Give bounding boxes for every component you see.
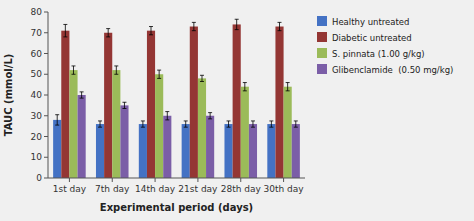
y-axis-label: TAUC (mmol/L) <box>3 54 14 137</box>
x-tick-label: 21st day <box>178 184 218 194</box>
bar <box>53 120 61 178</box>
y-axis <box>48 12 49 178</box>
error-bar <box>157 70 161 78</box>
bar <box>241 87 249 178</box>
legend-label: Diabetic untreated <box>332 33 412 43</box>
error-bar <box>227 121 231 127</box>
bar <box>206 116 214 178</box>
y-tick-label: 10 <box>31 152 43 162</box>
error-bar <box>200 75 204 81</box>
error-bar <box>71 66 75 74</box>
legend-label: Healthy untreated <box>332 17 409 27</box>
y-tick-label: 70 <box>31 28 43 38</box>
y-tick <box>44 136 48 137</box>
error-bar <box>114 66 118 74</box>
y-tick <box>44 157 48 158</box>
bar <box>155 74 163 178</box>
error-bar <box>165 112 169 120</box>
x-tick <box>69 178 70 182</box>
bar <box>147 31 155 178</box>
y-tick-label: 20 <box>31 132 43 142</box>
error-bar <box>269 121 273 127</box>
bar <box>139 124 147 178</box>
y-tick-label: 80 <box>31 7 43 17</box>
bar <box>284 87 292 178</box>
error-bar <box>122 102 126 108</box>
error-bar <box>106 29 110 37</box>
error-bar <box>243 83 247 91</box>
error-bar <box>55 115 59 125</box>
legend-swatch <box>317 64 327 74</box>
error-bar <box>235 19 239 29</box>
x-axis <box>48 178 305 179</box>
y-tick <box>44 74 48 75</box>
y-tick <box>44 95 48 96</box>
error-bar <box>63 24 67 36</box>
y-tick-label: 30 <box>31 111 43 121</box>
x-tick <box>155 178 156 182</box>
error-bar <box>208 113 212 119</box>
bar <box>224 124 232 178</box>
bar <box>112 70 120 178</box>
error-bar <box>294 121 298 127</box>
bar <box>198 78 206 178</box>
legend-label: S. pinnata (1.00 g/kg) <box>332 49 425 59</box>
y-tick-label: 40 <box>31 90 43 100</box>
legend-swatch <box>317 32 327 42</box>
bar <box>163 116 171 178</box>
x-tick <box>197 178 198 182</box>
y-tick-label: 50 <box>31 69 43 79</box>
error-bar <box>278 22 282 30</box>
chart: 010203040506070801st day7th day14th day2… <box>0 0 474 221</box>
error-bar <box>184 121 188 127</box>
legend-swatch <box>317 16 327 26</box>
error-bar <box>192 22 196 30</box>
y-tick <box>44 53 48 54</box>
y-tick <box>44 32 48 33</box>
bar <box>275 27 283 178</box>
y-tick-label: 60 <box>31 49 43 59</box>
bars <box>53 19 300 178</box>
x-tick-label: 1st day <box>53 184 87 194</box>
y-tick-label: 0 <box>36 173 42 183</box>
legend-swatch <box>317 48 327 58</box>
bar <box>190 27 198 178</box>
bar <box>233 24 241 178</box>
x-tick-label: 7th day <box>95 184 130 194</box>
bar <box>104 33 112 178</box>
error-bar <box>141 121 145 127</box>
legend: Healthy untreated Diabetic untreated S. pi… <box>317 16 453 75</box>
bar <box>120 105 128 178</box>
bar <box>292 124 300 178</box>
error-bar <box>98 121 102 127</box>
bar <box>182 124 190 178</box>
y-tick <box>44 115 48 116</box>
error-bar <box>149 27 153 35</box>
error-bar <box>80 92 84 98</box>
error-bar <box>286 83 290 91</box>
bar <box>267 124 275 178</box>
x-tick-label: 14th day <box>135 184 176 194</box>
y-tick <box>44 178 48 179</box>
x-tick-label: 30th day <box>264 184 305 194</box>
x-axis-label: Experimental period (days) <box>100 202 253 213</box>
x-tick <box>283 178 284 182</box>
x-tick <box>112 178 113 182</box>
bar <box>78 95 86 178</box>
bar <box>69 70 77 178</box>
x-tick <box>240 178 241 182</box>
legend-label: Glibenclamide (0.50 mg/kg) <box>332 65 453 75</box>
y-tick <box>44 12 48 13</box>
bar <box>249 124 257 178</box>
x-tick-label: 28th day <box>221 184 262 194</box>
bar <box>61 31 69 178</box>
error-bar <box>251 121 255 127</box>
bar <box>96 124 104 178</box>
